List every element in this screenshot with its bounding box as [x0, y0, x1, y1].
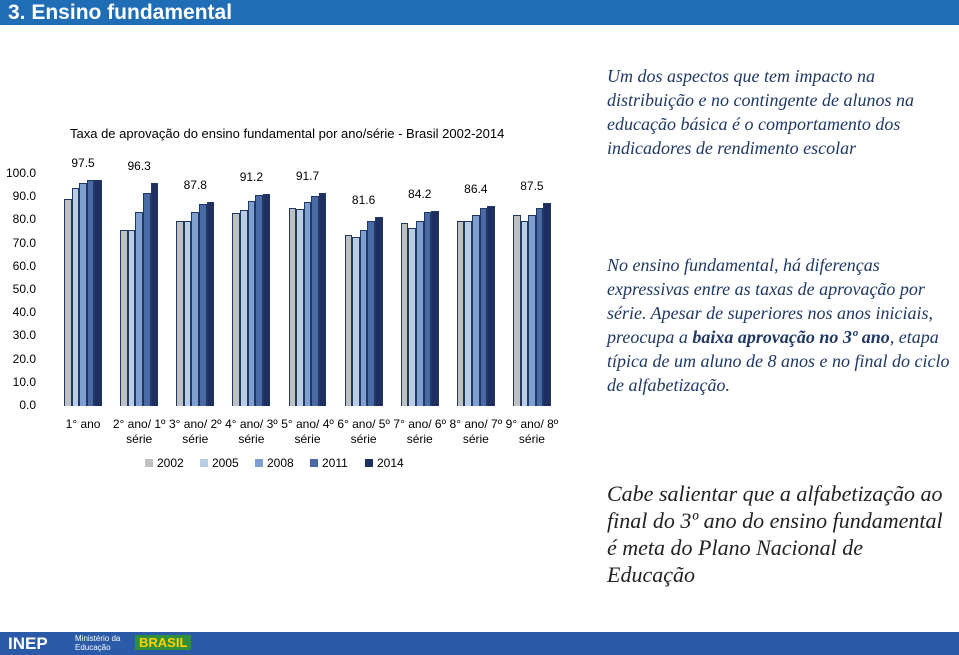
- bar: [183, 221, 192, 406]
- bar: [135, 212, 143, 406]
- chart: 0.0 10.0 20.0 30.0 40.0 50.0 60.0 70.0 80.0 90.0 1…: [0, 0, 600, 480]
- y-tick-label: 20.0: [12, 351, 36, 366]
- bar: [176, 221, 184, 406]
- bar: [487, 205, 495, 406]
- bar: [94, 179, 103, 406]
- legend-swatch: [145, 459, 153, 467]
- value-label: 96.3: [127, 158, 151, 173]
- bar: [150, 182, 159, 406]
- legend-label: 2008: [267, 456, 294, 470]
- bar: [64, 199, 72, 406]
- y-tick-label: 100.0: [5, 166, 36, 180]
- x-tick-label: 9° ano/ 8º série: [505, 417, 559, 446]
- note: Cabe salientar que a alfabetização ao fi…: [607, 481, 943, 587]
- bar: [456, 221, 465, 406]
- logo: Ministério da Educação: [75, 634, 121, 652]
- bar: [472, 215, 480, 406]
- bar: [400, 222, 409, 406]
- y-tick-label: 40.0: [12, 305, 36, 320]
- x-tick-label: 3° ano/ 2º série: [168, 417, 222, 446]
- legend-label: 2011: [322, 456, 348, 470]
- bar: [120, 229, 128, 406]
- bar: [191, 212, 200, 406]
- y-tick-label: 30.0: [12, 328, 36, 343]
- bar: [352, 237, 360, 406]
- logo: BRASIL: [135, 635, 192, 650]
- value-label: 81.6: [351, 192, 376, 207]
- value-label: 91.2: [239, 170, 264, 185]
- bar: [142, 193, 151, 406]
- value-label: 87.5: [520, 179, 544, 193]
- bar: [528, 215, 536, 406]
- legend-label: 2002: [157, 456, 184, 470]
- legend-swatch: [365, 459, 373, 467]
- y-tick-label: 50.0: [12, 282, 36, 296]
- y-tick-label: 90.0: [12, 189, 36, 204]
- bar: [288, 208, 297, 406]
- bar: [255, 195, 263, 406]
- x-tick-label: 6° ano/ 5º série: [337, 417, 390, 446]
- y-tick-label: 0.0: [19, 398, 36, 412]
- bar: [423, 212, 432, 406]
- bar: [247, 200, 256, 406]
- bar: [367, 221, 375, 406]
- x-tick-label: 5° ano/ 4º série: [281, 417, 334, 446]
- value-label: 84.2: [408, 186, 432, 201]
- value-label: 87.8: [183, 178, 207, 193]
- bar: [464, 221, 473, 406]
- bar: [206, 202, 215, 406]
- bar: [520, 221, 529, 406]
- chart-title: Taxa de aprovação do ensino fundamental …: [70, 126, 505, 141]
- footer: INEP Ministério da Educação BRASIL: [0, 632, 959, 655]
- header: 3. Ensino fundamental: [0, 0, 959, 25]
- note-emphasis: baixa aprovação no 3º ano: [692, 327, 890, 347]
- bar: [71, 187, 80, 406]
- y-tick-label: 80.0: [12, 212, 36, 227]
- note-part: No ensino fundamental, há diferenças exp…: [607, 255, 933, 347]
- bar: [408, 228, 416, 406]
- bar: [262, 194, 271, 406]
- bar: [512, 215, 521, 406]
- logo: INEP: [8, 634, 48, 653]
- legend-label: 2014: [377, 456, 404, 470]
- bar: [535, 208, 544, 406]
- bar: [232, 212, 240, 406]
- bar: [375, 216, 383, 406]
- legend-label: 2005: [212, 456, 239, 470]
- legend-swatch: [310, 459, 318, 467]
- value-label: 86.4: [464, 181, 488, 196]
- bar: [318, 193, 327, 406]
- bar: [239, 209, 248, 406]
- bar: [543, 203, 551, 406]
- x-tick-label: 8° ano/ 7º série: [449, 417, 503, 446]
- note-part: , etapa típica de um aluno de 8 anos e n…: [607, 327, 950, 395]
- note: No ensino fundamental, há diferenças exp…: [607, 253, 952, 397]
- x-tick-label: 1° ano: [65, 417, 101, 431]
- bar: [199, 203, 207, 406]
- y-tick-label: 60.0: [12, 258, 36, 273]
- bar: [311, 196, 319, 406]
- bar: [415, 221, 424, 406]
- value-label: 97.5: [71, 155, 95, 170]
- bar: [303, 202, 312, 406]
- note: Um dos aspectos que tem impacto na distr…: [607, 66, 914, 158]
- bar: [344, 235, 353, 406]
- bar: [431, 210, 439, 406]
- bar: [296, 209, 304, 406]
- bar: [479, 208, 488, 406]
- y-tick-label: 70.0: [12, 235, 36, 250]
- x-tick-label: 2° ano/ 1º série: [112, 417, 166, 446]
- x-tick-label: 7° ano/ 6º série: [393, 417, 446, 446]
- bar: [359, 229, 368, 406]
- bar: [79, 183, 87, 406]
- bar: [127, 229, 136, 406]
- legend-swatch: [255, 459, 263, 467]
- value-label: 91.7: [295, 169, 320, 184]
- bar: [86, 180, 95, 406]
- legend-swatch: [200, 459, 208, 467]
- x-tick-label: 4° ano/ 3º série: [225, 417, 278, 446]
- y-tick-label: 10.0: [12, 374, 36, 389]
